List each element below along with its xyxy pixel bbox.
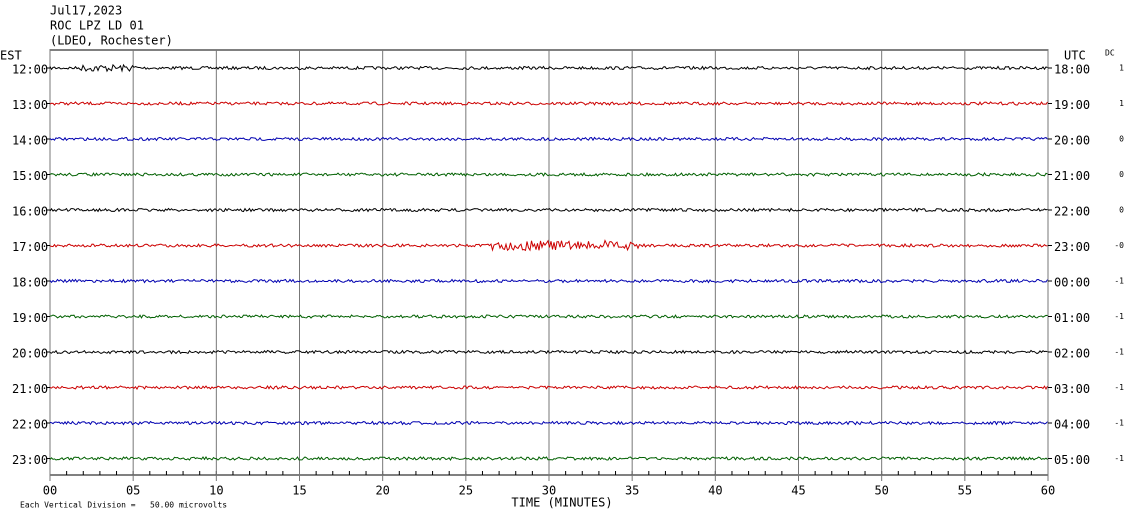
est-label: 15:00 [12, 169, 48, 183]
right-title: UTC [1064, 49, 1086, 63]
x-tick-label: 25 [459, 484, 473, 498]
x-tick-label: 45 [791, 484, 805, 498]
utc-label: 00:00 [1054, 276, 1090, 290]
utc-label: 22:00 [1054, 205, 1090, 219]
utc-label: 02:00 [1054, 347, 1090, 361]
dc-label: -1 [1114, 312, 1124, 321]
est-label: 17:00 [12, 240, 48, 254]
est-label: 18:00 [12, 276, 48, 290]
utc-label: 03:00 [1054, 382, 1090, 396]
trace [49, 171, 1048, 177]
dc-label: 1 [1119, 99, 1124, 108]
dc-label: 0 [1119, 170, 1124, 179]
est-label: 22:00 [12, 418, 48, 432]
trace [49, 136, 1048, 142]
trace [49, 63, 1048, 73]
trace [49, 456, 1048, 461]
est-label: 23:00 [12, 453, 48, 467]
utc-label: 23:00 [1054, 240, 1090, 254]
station: ROC LPZ LD 01 [50, 19, 144, 33]
dc-label: 1 [1119, 64, 1124, 73]
est-label: 20:00 [12, 347, 48, 361]
est-label: 14:00 [12, 134, 48, 148]
dc-label: 0 [1119, 135, 1124, 144]
date: Jul17,2023 [50, 4, 122, 18]
left-title: EST [0, 49, 22, 63]
dc-title: DC [1105, 49, 1115, 58]
trace [49, 385, 1048, 391]
x-tick-label: 60 [1041, 484, 1055, 498]
dc-label: 0 [1119, 206, 1124, 215]
est-label: 21:00 [12, 382, 48, 396]
utc-label: 21:00 [1054, 169, 1090, 183]
dc-label: -1 [1114, 348, 1124, 357]
utc-label: 04:00 [1054, 418, 1090, 432]
dc-label: -1 [1114, 383, 1124, 392]
x-tick-label: 10 [209, 484, 223, 498]
x-tick-label: 30 [542, 484, 556, 498]
trace [49, 349, 1048, 355]
x-tick-label: 35 [625, 484, 639, 498]
x-axis-title: TIME (MINUTES) [511, 496, 612, 510]
x-tick-label: 20 [375, 484, 389, 498]
est-label: 19:00 [12, 311, 48, 325]
x-tick-label: 00 [43, 484, 57, 498]
utc-label: 18:00 [1054, 63, 1090, 77]
x-tick-label: 50 [874, 484, 888, 498]
trace [49, 314, 1048, 319]
trace [49, 239, 1048, 252]
est-label: 12:00 [12, 63, 48, 77]
utc-label: 01:00 [1054, 311, 1090, 325]
x-tick-label: 05 [126, 484, 140, 498]
utc-label: 19:00 [1054, 98, 1090, 112]
x-tick-label: 55 [958, 484, 972, 498]
dc-label: -1 [1114, 277, 1124, 286]
dc-label: -1 [1114, 454, 1124, 463]
trace [49, 100, 1048, 106]
footer: Each Vertical Division = 50.00 microvolt… [20, 501, 227, 510]
utc-label: 05:00 [1054, 453, 1090, 467]
est-label: 13:00 [12, 98, 48, 112]
dc-label: -0 [1114, 241, 1124, 250]
trace [49, 278, 1048, 284]
dc-label: -1 [1114, 419, 1124, 428]
x-tick-label: 40 [708, 484, 722, 498]
network: (LDEO, Rochester) [50, 34, 173, 48]
est-label: 16:00 [12, 205, 48, 219]
trace [49, 207, 1048, 213]
x-tick-label: 15 [292, 484, 306, 498]
trace [49, 420, 1048, 426]
utc-label: 20:00 [1054, 134, 1090, 148]
